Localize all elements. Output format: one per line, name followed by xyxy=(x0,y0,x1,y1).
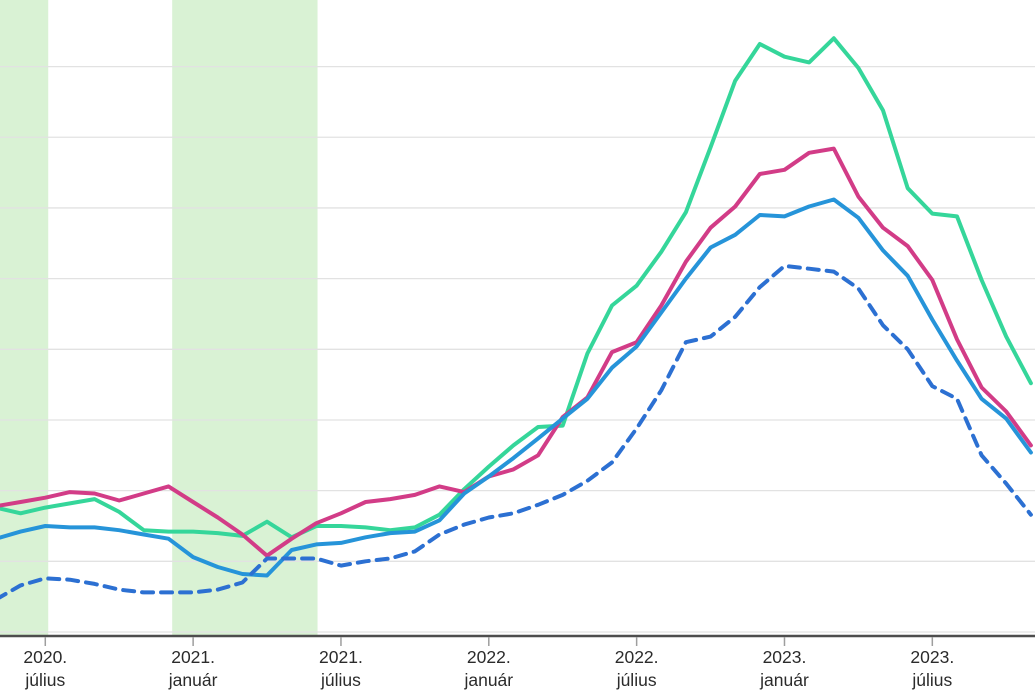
x-tick-label-month: július xyxy=(911,670,952,690)
series-green-solid-line xyxy=(0,36,1033,540)
x-tick-label-month: július xyxy=(320,670,361,690)
x-tick-label-year: 2023. xyxy=(763,647,807,667)
x-tick-label-year: 2021. xyxy=(319,647,363,667)
x-tick-label-month: január xyxy=(168,670,218,690)
series-blue-dashed-line xyxy=(0,263,1033,600)
x-tick-label-year: 2021. xyxy=(171,647,215,667)
x-tick-label-year: 2023. xyxy=(910,647,954,667)
x-tick-label-year: 2022. xyxy=(615,647,659,667)
highlight-band xyxy=(0,0,49,635)
x-tick-label-month: július xyxy=(24,670,65,690)
x-tick-label-month: július xyxy=(616,670,657,690)
x-tick-label-month: január xyxy=(759,670,809,690)
series-blue-solid-line xyxy=(0,197,1033,578)
x-tick-label-month: január xyxy=(463,670,513,690)
series-pink-solid-line xyxy=(0,146,1033,558)
x-tick-label-year: 2020. xyxy=(23,647,67,667)
highlight-band xyxy=(172,0,318,635)
x-tick-label-year: 2022. xyxy=(467,647,511,667)
